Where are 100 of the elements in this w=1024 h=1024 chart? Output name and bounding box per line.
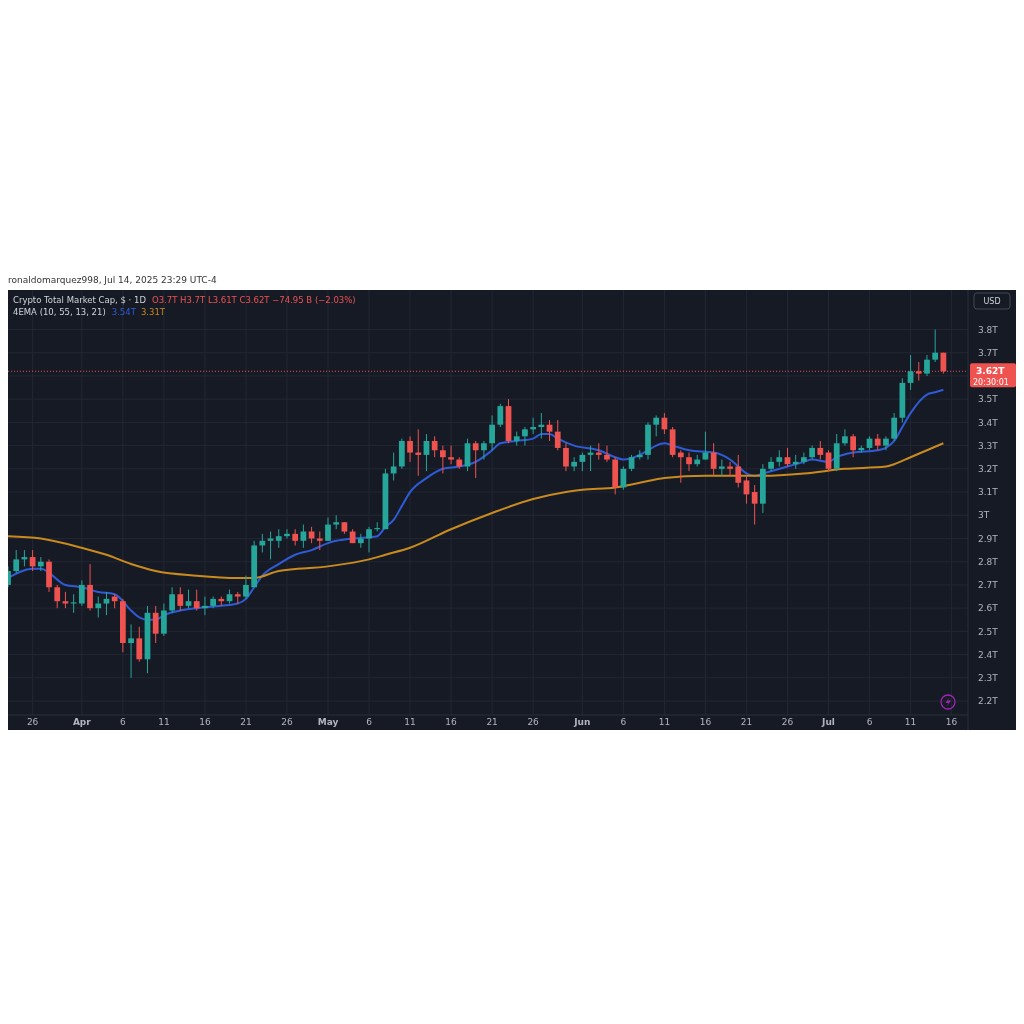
x-tick-label: 21 [740, 717, 753, 728]
candlestick [185, 589, 192, 609]
candlestick [161, 603, 167, 637]
candlestick [275, 528, 282, 549]
candlestick [407, 435, 413, 463]
x-tick-label: 6 [366, 717, 373, 728]
y-tick-label: 2.9T [978, 533, 999, 544]
x-tick-label: 11 [658, 717, 671, 728]
candlestick [78, 579, 85, 607]
candlestick [907, 354, 914, 391]
candlestick [801, 452, 807, 465]
annotation: 3.31T [140, 306, 166, 317]
y-tick-label: 2.3T [978, 672, 999, 683]
candlestick [497, 403, 504, 428]
candlestick [924, 354, 930, 377]
candlestick [768, 456, 774, 472]
x-tick-label: 26 [26, 717, 39, 728]
y-tick-label: 3.5T [978, 394, 999, 405]
candlestick [54, 584, 61, 609]
candlestick [538, 412, 545, 440]
candlestick [522, 426, 528, 447]
candlestick [316, 531, 323, 551]
candlestick [284, 528, 290, 539]
x-tick-label: Apr [72, 717, 92, 728]
candlestick [448, 445, 454, 465]
x-tick-label: 26 [527, 717, 540, 728]
candlestick [579, 452, 586, 472]
candlestick [686, 452, 692, 472]
text: USD [983, 296, 1001, 306]
x-tick-label: 21 [240, 717, 252, 728]
candlestick [891, 412, 898, 442]
candlestick [464, 438, 471, 472]
text: Crypto Total Market Cap, $ · 1D [13, 294, 146, 305]
candlestick [325, 517, 331, 542]
x-tick-label: 11 [904, 717, 917, 728]
annotation: 3.54T [111, 306, 137, 317]
line-series [8, 442, 945, 579]
y-tick-label: 3T [978, 510, 990, 521]
candlestick [70, 593, 77, 614]
candlestick [136, 626, 143, 663]
candlestick [710, 442, 717, 477]
y-tick-label: 2.5T [978, 626, 999, 637]
y-tick-label: 3.2T [978, 463, 999, 474]
x-tick-label: 11 [158, 717, 170, 728]
candlestick [850, 433, 856, 458]
candlestick [243, 575, 249, 600]
annotation: 4EMA (10, 55, 13, 21) [13, 306, 106, 317]
candlestick [87, 563, 93, 611]
candlestick [727, 461, 733, 477]
candlestick [366, 526, 372, 553]
x-tick-label: 16 [945, 717, 958, 728]
x-tick-label: 21 [486, 717, 498, 728]
candlestick [169, 586, 175, 614]
candlestick [202, 596, 208, 616]
x-tick-label: 11 [404, 717, 416, 728]
annotation: O3.7T H3.7T L3.61T C3.62T −74.95 B (−2.03%) [151, 294, 356, 305]
candlestick [595, 442, 602, 461]
y-tick-label: 3.3T [978, 440, 999, 451]
candlestick [563, 442, 569, 472]
y-tick-label: 3.4T [978, 417, 999, 428]
candlestick [390, 452, 397, 481]
x-tick-label: 16 [699, 717, 712, 728]
y-tick-label: 3.1T [978, 487, 999, 498]
x-tick-label: 6 [620, 717, 627, 728]
y-tick-label: 2.7T [978, 580, 999, 591]
text: ronaldomarquez998, Jul 14, 2025 23:29 UTC-4 [8, 275, 217, 285]
candlestick [431, 435, 438, 458]
candlestick [128, 623, 134, 679]
x-tick-label: 16 [199, 717, 211, 728]
candlestick [883, 435, 889, 451]
x-tick-label: 26 [281, 717, 293, 728]
y-tick-label: 2.4T [978, 649, 999, 660]
candlestick [530, 417, 536, 435]
candlestick [604, 445, 610, 463]
candlestick [103, 591, 110, 616]
candlestick [193, 589, 200, 611]
candlestick [481, 440, 487, 461]
text: 20:30:01 [973, 378, 1009, 388]
candlestick [842, 428, 848, 447]
y-tick-label: 2.6T [978, 603, 999, 614]
candlestick [415, 428, 422, 477]
candlestick [440, 445, 446, 474]
candlestick [267, 531, 274, 560]
candlestick [472, 440, 479, 479]
x-tick-label: 26 [781, 717, 794, 728]
candlestick [554, 419, 561, 451]
candlestick [13, 549, 20, 574]
x-tick-label: 6 [866, 717, 873, 728]
candlestick [177, 586, 184, 611]
candlestick [735, 454, 742, 488]
candlestick [751, 484, 758, 526]
y-tick-label: 3.7T [978, 347, 999, 358]
y-tick-label: 3.8T [978, 324, 999, 335]
x-tick-label: Jun [573, 717, 591, 728]
candlestick [817, 440, 824, 461]
x-tick-label: 16 [445, 717, 458, 728]
x-tick-label: 6 [120, 717, 126, 728]
y-tick-label: 2.8T [978, 556, 999, 567]
candlestick [932, 328, 939, 363]
x-tick-label: Jul [821, 717, 835, 728]
